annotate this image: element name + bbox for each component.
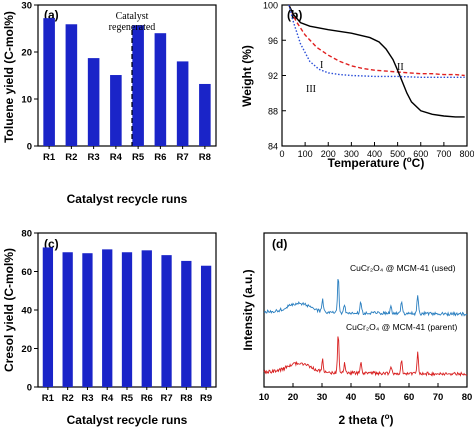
y-tick-label: 88 xyxy=(268,106,278,116)
panel-d-y-axis-label: Intensity (a.u.) xyxy=(241,269,255,350)
bar-r9 xyxy=(200,265,212,387)
y-tick-label: 80 xyxy=(21,229,32,240)
tga-curve-III xyxy=(288,4,465,79)
y-tick-label: 96 xyxy=(268,36,278,46)
xrd-pattern-used xyxy=(263,278,468,317)
x-tick-label: R6 xyxy=(141,393,153,404)
xrd-label-parent: CuCr₂O₄ @ MCM-41 (parent) xyxy=(346,322,457,332)
bar-r2 xyxy=(65,24,78,146)
x-tick-label: 300 xyxy=(344,149,359,159)
x-tick-label: R2 xyxy=(65,152,77,163)
bar-r7 xyxy=(161,255,172,387)
bar-r4 xyxy=(110,75,122,146)
panel-a-plot-frame xyxy=(37,4,217,147)
bar-r1 xyxy=(42,247,54,387)
curve-label-I: I xyxy=(320,60,323,71)
x-tick-label: R3 xyxy=(81,393,93,404)
panel-d-x-axis-label: 2 theta (o) xyxy=(339,412,394,427)
xrd-pattern-parent xyxy=(263,336,468,377)
curve-label-II: II xyxy=(397,62,404,73)
y-tick-label: 20 xyxy=(21,48,32,59)
bar-r1 xyxy=(43,18,55,146)
x-tick-label: 60 xyxy=(404,392,415,403)
y-tick-label: 60 xyxy=(21,267,32,278)
panel-a-annotation-line-1: Catalyst xyxy=(116,11,149,22)
x-tick-label: R8 xyxy=(180,393,192,404)
panel-b-y-axis-label: Weight (%) xyxy=(240,45,254,107)
x-tick-label: 50 xyxy=(375,392,386,403)
x-tick-label: 80 xyxy=(462,392,473,403)
bar-r2 xyxy=(62,252,73,387)
x-tick-label: R7 xyxy=(160,393,172,404)
bar-r5 xyxy=(132,25,144,146)
bar-r5 xyxy=(121,252,133,387)
bar-r6 xyxy=(141,250,152,387)
panel-a-y-axis-label: Toluene yield (C-mol%) xyxy=(2,11,16,143)
bar-r4 xyxy=(102,249,113,387)
y-tick-label: 100 xyxy=(263,1,278,11)
y-tick-label: 10 xyxy=(21,95,32,106)
tga-curve-II xyxy=(288,4,465,118)
x-tick-label: R5 xyxy=(132,152,145,163)
x-tick-label: R4 xyxy=(101,393,114,404)
bar-r3 xyxy=(82,253,93,387)
panel-b-x-axis-label: Temperature (oC) xyxy=(328,155,425,170)
x-tick-label: R1 xyxy=(43,152,56,163)
x-tick-label: R1 xyxy=(42,393,55,404)
x-tick-label: 600 xyxy=(413,149,428,159)
panel-a-x-axis-label: Catalyst recycle runs xyxy=(67,192,188,206)
curve-label-III: III xyxy=(306,84,316,95)
x-tick-label: 0 xyxy=(279,149,284,159)
x-tick-label: 40 xyxy=(346,392,357,403)
x-tick-label: 700 xyxy=(436,149,451,159)
x-tick-label: R4 xyxy=(110,152,123,163)
x-tick-label: 30 xyxy=(317,392,328,403)
x-tick-label: R3 xyxy=(88,152,100,163)
y-tick-label: 30 xyxy=(21,1,32,12)
x-tick-label: 70 xyxy=(433,392,444,403)
tga-curve-I xyxy=(288,4,465,77)
x-tick-label: 20 xyxy=(288,392,299,403)
x-tick-label: 500 xyxy=(390,149,405,159)
x-tick-label: R5 xyxy=(121,393,134,404)
panel-d-plot-frame xyxy=(263,232,468,388)
y-tick-label: 0 xyxy=(27,383,32,394)
y-tick-label: 20 xyxy=(21,344,32,355)
xrd-label-used: CuCr₂O₄ @ MCM-41 (used) xyxy=(350,263,456,273)
bar-r8 xyxy=(181,260,192,387)
panel-c-y-axis-label: Cresol yield (C-mol%) xyxy=(2,248,16,372)
x-tick-label: 100 xyxy=(298,149,313,159)
x-tick-label: 10 xyxy=(259,392,270,403)
bar-r8 xyxy=(199,83,211,146)
panel-d-label: (d) xyxy=(272,237,287,251)
y-tick-label: 92 xyxy=(268,71,278,81)
panel-d-xrd-chart: (d) 10 20 30 40 50 60 70 80 CuCr₂O₄ @ MCM-41 (u… xyxy=(241,232,473,427)
y-tick-label: 0 xyxy=(27,142,32,153)
panel-a-annotation-line-2: regenerated xyxy=(109,22,156,33)
x-tick-label: R8 xyxy=(199,152,211,163)
x-tick-label: R6 xyxy=(154,152,166,163)
y-tick-label: 84 xyxy=(268,142,278,152)
x-tick-label: R2 xyxy=(62,393,74,404)
bar-r7 xyxy=(176,61,189,146)
bar-r3 xyxy=(87,58,100,146)
x-tick-label: R9 xyxy=(200,393,212,404)
bar-r6 xyxy=(154,33,167,147)
x-tick-label: 200 xyxy=(321,149,336,159)
panel-c-x-axis-label: Catalyst recycle runs xyxy=(67,413,188,427)
x-tick-label: 800 xyxy=(459,149,474,159)
y-tick-label: 40 xyxy=(21,306,32,317)
x-tick-label: R7 xyxy=(177,152,189,163)
x-tick-label: 400 xyxy=(367,149,382,159)
